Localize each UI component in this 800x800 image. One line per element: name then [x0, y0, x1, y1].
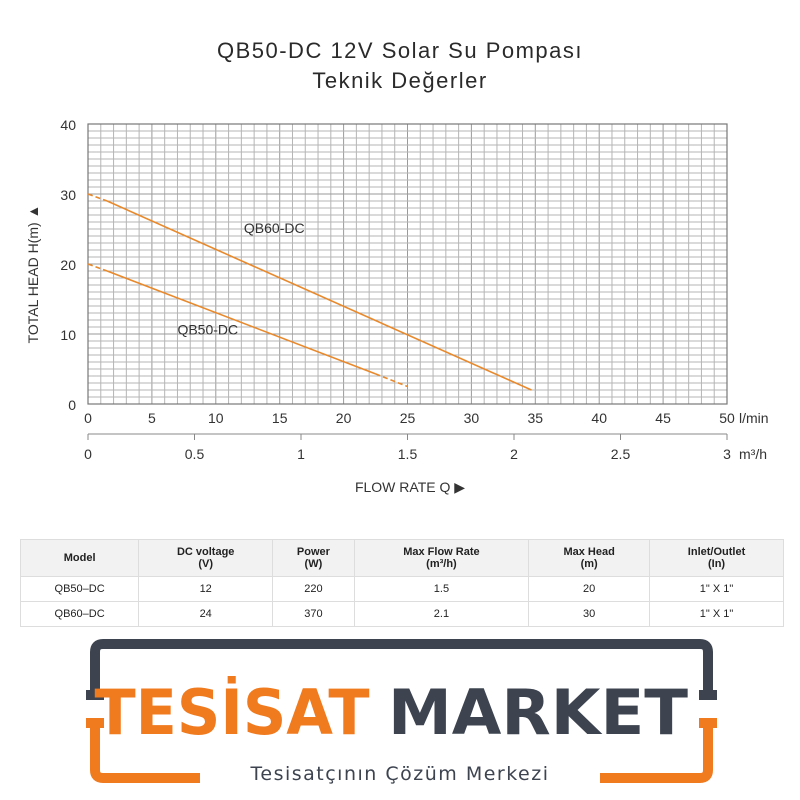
cell-head: 30	[528, 601, 651, 627]
title-line-2: Teknik Değerler	[312, 68, 488, 93]
x-tick-label-m3h: 1.5	[398, 446, 418, 462]
header-max-flow-rate: Max Flow Rate (m³/h)	[354, 539, 530, 577]
x-tick-label-m3h: 3	[723, 446, 731, 462]
y-tick-label: 0	[68, 397, 76, 413]
cell-flow: 1.5	[354, 576, 530, 602]
logo-pipe-bottom-right	[600, 725, 713, 783]
series-qb50-dashed-end	[375, 373, 408, 388]
cell-power: 370	[272, 601, 355, 627]
header-max-head: Max Head (m)	[528, 539, 651, 577]
x-tick-label-lmin: 5	[148, 410, 156, 426]
x-tick-label-m3h: 0	[84, 446, 92, 462]
x-tick-label-m3h: 2.5	[611, 446, 631, 462]
brand-logo: TESİSAT MARKET Tesisatçının Çözüm Merkez…	[86, 639, 717, 785]
x-tick-label-lmin: 35	[528, 410, 544, 426]
logo-pipe-bottom	[90, 725, 200, 783]
x-tick-label-lmin: 25	[400, 410, 416, 426]
y-tick-label: 40	[60, 117, 76, 133]
cell-voltage: 12	[138, 576, 274, 602]
x-unit-lmin: l/min	[739, 410, 769, 426]
specs-table: Model DC voltage (V) Power (W) Max Flow Ra…	[20, 539, 784, 627]
specs-header-row: Model DC voltage (V) Power (W) Max Flow Ra…	[20, 539, 784, 577]
table-row: QB60–DC 24 370 2.1 30 1" X 1"	[20, 601, 784, 627]
cell-voltage: 24	[138, 601, 274, 627]
cell-model: QB50–DC	[20, 576, 140, 602]
x-tick-label-lmin: 20	[336, 410, 352, 426]
x-tick-label-lmin: 45	[655, 410, 671, 426]
logo-pipe-top	[90, 639, 713, 694]
x-axis-title: FLOW RATE Q ▶	[355, 479, 465, 495]
logo-pipe-cap-right-bottom	[699, 718, 717, 728]
table-row: QB50–DC 12 220 1.5 20 1" X 1"	[20, 576, 784, 602]
cell-head: 20	[528, 576, 651, 602]
series-qb50-line	[106, 270, 376, 375]
series-qb50-dashed-start	[87, 263, 108, 272]
x-tick-label-lmin: 0	[84, 410, 92, 426]
header-power: Power (W)	[272, 539, 355, 577]
header-model: Model	[20, 539, 140, 577]
y-axis-title: TOTAL HEAD H(m) ▲	[25, 205, 41, 344]
logo-tagline: Tesisatçının Çözüm Merkezi	[250, 763, 550, 785]
chart-title: QB50-DC 12V Solar Su Pompası Teknik Değe…	[0, 36, 800, 96]
series-label-qb50: QB50-DC	[177, 322, 238, 338]
logo-word-market: MARKET	[388, 676, 688, 749]
logo-word-tesisat: TESİSAT	[95, 676, 370, 749]
series-label-qb60: QB60-DC	[244, 220, 305, 236]
cell-inlet-outlet: 1" X 1"	[649, 601, 784, 627]
logo-pipe-cap-left	[86, 690, 104, 700]
cell-power: 220	[272, 576, 355, 602]
y-tick-label: 10	[60, 327, 76, 343]
header-inlet-outlet: Inlet/Outlet (In)	[649, 539, 784, 577]
x-tick-label-lmin: 15	[272, 410, 288, 426]
title-line-1: QB50-DC 12V Solar Su Pompası	[216, 38, 584, 63]
x-tick-label-m3h: 1	[297, 446, 305, 462]
x-tick-label-m3h: 2	[510, 446, 518, 462]
x-tick-label-lmin: 10	[208, 410, 224, 426]
y-tick-label: 20	[60, 257, 76, 273]
header-dc-voltage: DC voltage (V)	[138, 539, 274, 577]
series-qb60-dashed	[87, 193, 108, 202]
logo-pipe-cap-right	[699, 690, 717, 700]
logo-pipe-cap-left-bottom	[86, 718, 104, 728]
cell-model: QB60–DC	[20, 601, 140, 627]
cell-inlet-outlet: 1" X 1"	[649, 576, 784, 602]
x-tick-label-lmin: 50	[719, 410, 735, 426]
cell-flow: 2.1	[354, 601, 530, 627]
series-qb60-line	[106, 200, 532, 391]
x-tick-label-lmin: 30	[464, 410, 480, 426]
x-unit-m3h: m³/h	[739, 446, 767, 462]
x-tick-label-m3h: 0.5	[185, 446, 205, 462]
y-tick-label: 30	[60, 187, 76, 203]
pump-curve-chart: 0 10 20 30 40 0 5 10 15 20 25 30 35 40 45 50 l/min 0 0.5 1 1…	[25, 117, 769, 495]
x-tick-label-lmin: 40	[591, 410, 607, 426]
